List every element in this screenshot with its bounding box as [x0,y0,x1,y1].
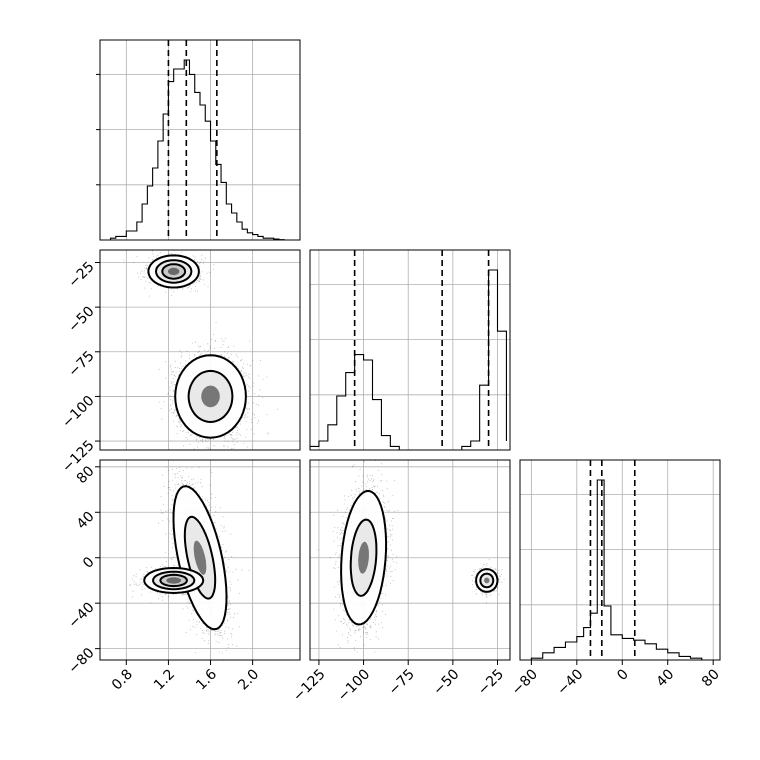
x-tick-label: 1.2 [151,666,178,693]
x-tick-label: 80 [699,666,723,690]
scatter-panel-1-2 [309,459,511,661]
x-tick-label: −50 [430,666,462,698]
x-tick-label: 40 [653,666,677,690]
density-core [358,541,369,574]
x-tick-label: −100 [335,666,374,705]
x-tick-label: −40 [554,666,586,698]
scatter-panel-0-1 [99,249,301,451]
panel-frame [99,249,301,451]
x-tick-label: 0 [614,666,632,684]
y-tick-label: 0 [80,554,98,572]
y-tick-label: −80 [65,645,97,677]
density-core [201,385,220,408]
histogram-panel-2 [519,459,721,661]
y-tick-label: −100 [59,393,98,432]
panel-frame [309,459,511,661]
x-tick-label: −25 [475,666,507,698]
y-tick-label: −75 [65,348,97,380]
density-core [484,577,490,584]
x-tick-label: 1.6 [193,666,220,693]
x-tick-label: −75 [386,666,418,698]
panel-frame [519,459,721,661]
histogram-step [105,59,285,240]
x-tick-label: 2.0 [235,666,262,693]
scatter-panel-0-2 [99,459,301,661]
x-tick-label: 0.8 [109,666,136,693]
histogram-panel-1 [309,249,511,451]
y-tick-label: 40 [74,509,98,533]
y-tick-label: −25 [65,259,97,291]
panel-frame [99,39,301,241]
y-tick-label: −40 [65,600,97,632]
panel-frame [99,459,301,661]
y-tick-label: −50 [65,303,97,335]
histogram-step [310,269,507,450]
panel-frame [309,249,511,451]
x-tick-label: −125 [290,666,329,705]
density-core [193,540,207,575]
histogram-panel-0 [96,39,301,241]
density-core [166,577,182,584]
density-core [168,267,180,275]
histogram-step [520,479,703,660]
x-tick-label: −80 [509,666,541,698]
